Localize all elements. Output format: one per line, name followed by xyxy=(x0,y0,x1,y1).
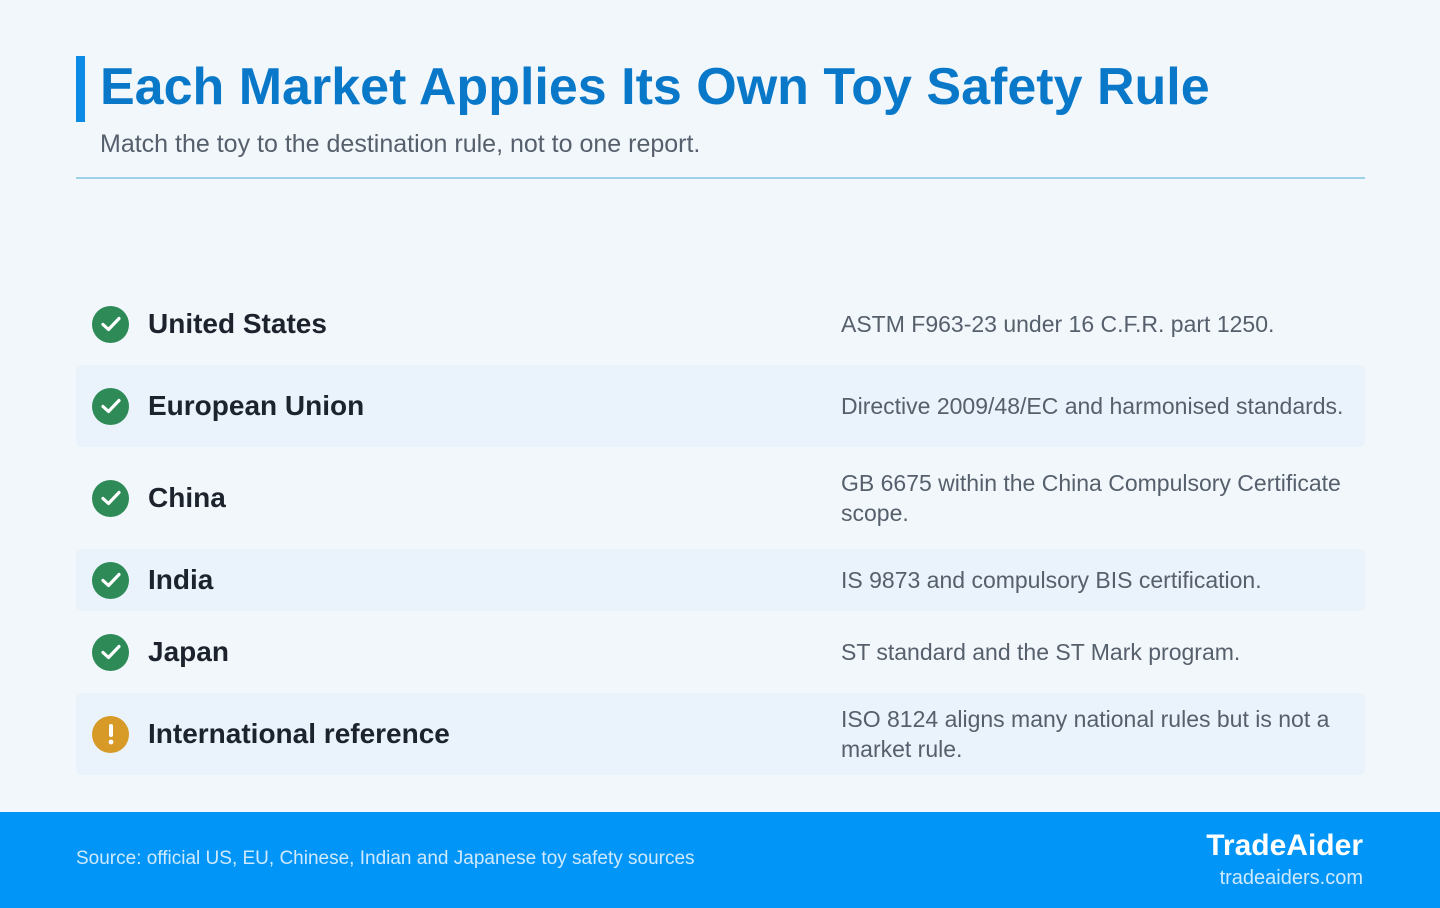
market-name: European Union xyxy=(148,390,365,421)
brand-url: tradeaiders.com xyxy=(1219,867,1363,889)
rule-row-china: China GB 6675 within the China Compulsor… xyxy=(76,447,1365,549)
market-name: Japan xyxy=(148,636,229,667)
check-icon xyxy=(92,633,129,671)
page-title: Each Market Applies Its Own Toy Safety R… xyxy=(100,58,1210,116)
footer: Source: official US, EU, Chinese, Indian… xyxy=(0,812,1440,908)
market-rule: Directive 2009/48/EC and harmonised stan… xyxy=(841,393,1344,419)
market-name: International reference xyxy=(148,718,450,749)
rules-list: United States ASTM F963-23 under 16 C.F.… xyxy=(76,283,1365,775)
market-name: China xyxy=(148,482,226,513)
market-name: United States xyxy=(148,308,327,339)
market-rule: ASTM F963-23 under 16 C.F.R. part 1250. xyxy=(841,311,1275,337)
rule-row-european-union: European Union Directive 2009/48/EC and … xyxy=(76,365,1365,447)
title-accent-bar xyxy=(76,56,101,122)
market-rule: ISO 8124 aligns many national rules but … xyxy=(841,706,1330,762)
rule-row-india: India IS 9873 and compulsory BIS certifi… xyxy=(76,549,1365,611)
rule-row-international-reference: International reference ISO 8124 aligns … xyxy=(76,693,1365,775)
check-icon xyxy=(92,561,129,599)
brand-logo: TradeAider xyxy=(1206,829,1363,862)
rule-row-united-states: United States ASTM F963-23 under 16 C.F.… xyxy=(76,283,1365,365)
header-divider xyxy=(76,177,1365,179)
check-icon xyxy=(92,479,129,517)
check-icon xyxy=(92,305,129,343)
market-rule: GB 6675 within the China Compulsory Cert… xyxy=(841,470,1341,526)
page-subtitle: Match the toy to the destination rule, n… xyxy=(100,130,701,158)
market-name: India xyxy=(148,564,214,595)
market-rule: IS 9873 and compulsory BIS certification… xyxy=(841,567,1262,593)
rule-row-japan: Japan ST standard and the ST Mark progra… xyxy=(76,611,1365,693)
warning-icon xyxy=(92,715,129,753)
check-icon xyxy=(92,387,129,425)
source-note: Source: official US, EU, Chinese, Indian… xyxy=(76,848,695,869)
market-rule: ST standard and the ST Mark program. xyxy=(841,639,1241,665)
